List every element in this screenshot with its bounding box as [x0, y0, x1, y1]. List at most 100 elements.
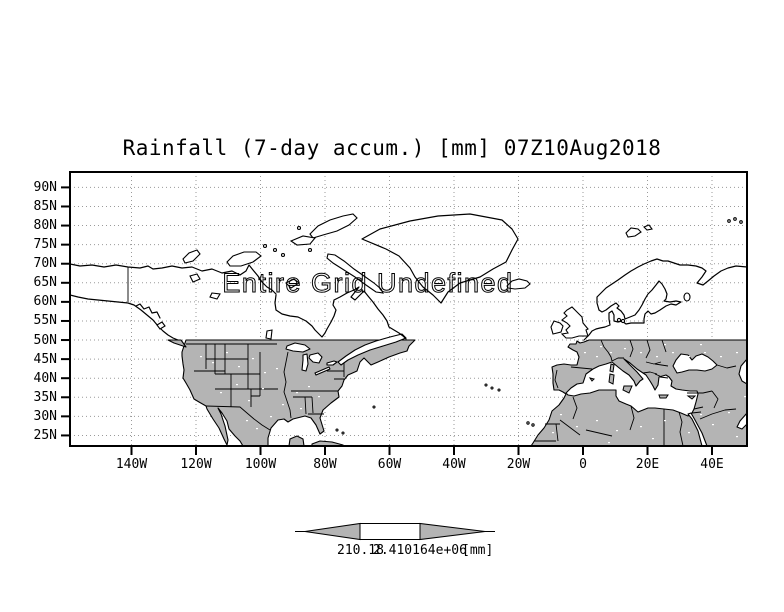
- colorbar-left-arrow: [304, 522, 361, 541]
- svalbard: [625, 227, 642, 238]
- land-speckle: [736, 352, 738, 354]
- land-speckle: [688, 432, 690, 434]
- political-borders: [186, 339, 737, 446]
- lat-label-45N: 45N: [33, 351, 57, 367]
- arctic-mainland-coast: [70, 263, 277, 295]
- bermuda-islet: [372, 405, 376, 409]
- land-speckle: [736, 436, 738, 438]
- svalbard-east: [643, 224, 653, 231]
- azores-islet: [497, 388, 501, 392]
- bahamas-islet: [341, 431, 345, 435]
- land-speckle: [264, 372, 266, 374]
- black-sea: [672, 353, 718, 374]
- franz-josef-islet: [727, 219, 731, 223]
- se-alaska-fjords: [135, 303, 161, 319]
- lon-label-80W: 80W: [313, 457, 337, 472]
- land-speckle: [640, 426, 642, 428]
- baffin-island: [326, 253, 384, 294]
- canary-islet: [531, 423, 535, 427]
- baltic-north-sea-coast: [583, 280, 682, 341]
- lat-label-85N: 85N: [33, 198, 57, 214]
- balearics: [588, 377, 595, 382]
- colorbar-min-label: 210.18: [337, 543, 384, 558]
- southampton-island: [285, 278, 300, 289]
- bahamas-islet: [335, 428, 339, 432]
- lake-superior: [285, 342, 311, 353]
- colorbar-max-label: 2.410164e+06: [373, 543, 467, 558]
- land-speckle: [292, 430, 294, 432]
- st-lawrence-gulf: [337, 333, 407, 366]
- land-speckle: [668, 386, 670, 388]
- land-speckle: [744, 396, 746, 398]
- sicily: [622, 385, 633, 394]
- lon-label-20W: 20W: [506, 457, 531, 472]
- land-speckle: [700, 414, 702, 416]
- lat-label-25N: 25N: [33, 427, 57, 443]
- canary-islet: [526, 421, 530, 425]
- land-speckle: [704, 352, 706, 354]
- land-speckle: [672, 352, 674, 354]
- lat-label-60N: 60N: [33, 294, 57, 310]
- red-sea: [687, 412, 708, 446]
- arctic-islet: [272, 247, 278, 253]
- europe-border: [554, 339, 737, 389]
- land-speckle: [720, 356, 722, 358]
- land-speckle: [700, 344, 702, 346]
- shaded-islands: [335, 363, 697, 435]
- land-speckle: [226, 352, 228, 354]
- franz-josef-islet: [733, 217, 737, 221]
- lat-label-40N: 40N: [33, 370, 57, 386]
- lake-ontario: [326, 360, 338, 366]
- sardinia: [608, 373, 615, 385]
- land-speckle: [318, 396, 320, 398]
- land-speckle: [276, 368, 278, 370]
- iceland: [506, 278, 531, 290]
- lake-ladoga: [683, 292, 691, 302]
- plot-frame: [69, 171, 748, 447]
- arctic-islet: [262, 243, 268, 249]
- land-speckle: [688, 356, 690, 358]
- azores-islet: [490, 386, 494, 390]
- ellesmere-island: [309, 213, 358, 239]
- azores-islet: [484, 383, 488, 387]
- north-america-shaded-land: [181, 339, 416, 446]
- lon-label-100W: 100W: [244, 457, 277, 472]
- arctic-islet: [296, 225, 302, 231]
- lon-label-140W: 140W: [115, 457, 148, 472]
- land-speckle: [640, 352, 642, 354]
- cyprus: [686, 395, 697, 400]
- scandinavia-arctic-coast: [596, 258, 747, 311]
- mississippi-river: [283, 351, 292, 419]
- land-speckle: [236, 384, 238, 386]
- land-speckle: [624, 348, 626, 350]
- land-speckle: [270, 416, 272, 418]
- land-speckle: [246, 420, 248, 422]
- land-speckle: [652, 438, 654, 440]
- middle-east-border: [687, 390, 737, 420]
- lat-label-70N: 70N: [33, 256, 57, 272]
- colorbar-units-label: [mm]: [462, 543, 494, 558]
- land-speckle: [608, 442, 610, 444]
- land-speckle: [296, 392, 298, 394]
- lake-huron: [308, 352, 323, 364]
- land-speckle: [238, 366, 240, 368]
- lat-label-35N: 35N: [33, 389, 57, 405]
- lat-label-50N: 50N: [33, 332, 57, 348]
- lon-label-60W: 60W: [377, 457, 402, 472]
- lon-label-120W: 120W: [180, 457, 212, 472]
- land-speckle: [664, 420, 666, 422]
- great-britain: [560, 306, 589, 339]
- lon-label-20E: 20E: [635, 457, 660, 472]
- land-speckle: [656, 356, 658, 358]
- land-speckle: [282, 404, 284, 406]
- franz-josef-islet: [739, 220, 743, 224]
- greenland-coast: [361, 213, 519, 304]
- crete: [658, 394, 669, 399]
- hudson-bay-coast: [274, 286, 407, 340]
- land-speckle: [252, 358, 254, 360]
- land-speckle: [248, 400, 250, 402]
- yucatan-shaded: [288, 435, 305, 446]
- lat-label-80N: 80N: [33, 218, 57, 234]
- lat-label-30N: 30N: [33, 408, 57, 424]
